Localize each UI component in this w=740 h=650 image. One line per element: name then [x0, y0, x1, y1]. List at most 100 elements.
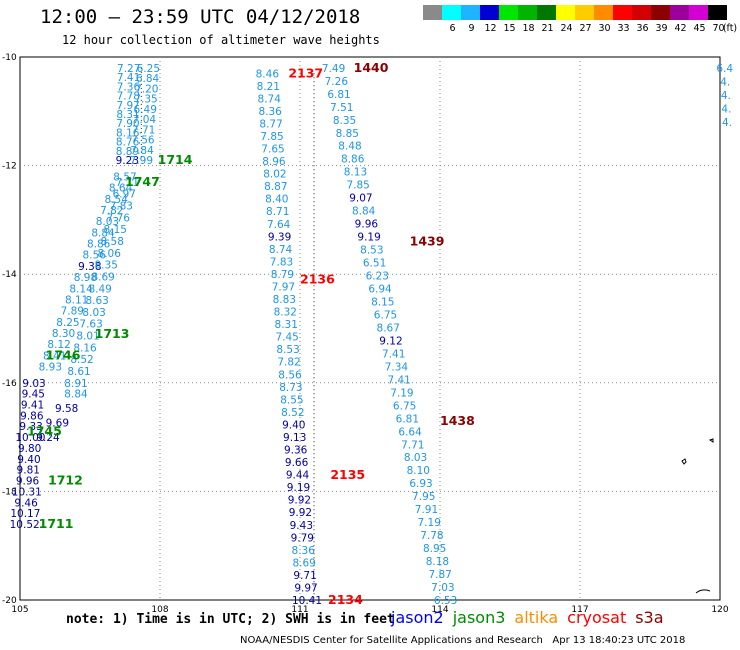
credit-line: NOAA/NESDIS Center for Satellite Applica… — [240, 635, 686, 646]
swh-value: 9.12 — [379, 335, 402, 347]
swh-value: 7.82 — [100, 205, 123, 217]
swh-value: 7.64 — [267, 219, 291, 231]
swh-value: 8.52 — [70, 354, 93, 366]
map-title: 12:00 — 23:59 UTC 04/12/2018 — [40, 6, 361, 28]
swh-value: 8.96 — [262, 156, 286, 168]
legend-label: 21 — [541, 23, 554, 34]
swh-value: 8.36 — [292, 545, 316, 557]
swh-value: 8.35 — [333, 115, 356, 127]
swh-value: 8.10 — [407, 465, 430, 477]
swh-value: 9.43 — [290, 520, 313, 532]
graticule — [20, 57, 720, 600]
swh-value: 9.86 — [20, 410, 44, 422]
swh-value: 8.76 — [116, 137, 140, 149]
swh-value: 8.16 — [73, 342, 97, 354]
swh-value: 7.56 — [131, 135, 155, 147]
swh-value: 8.93 — [39, 362, 62, 374]
swh-value: 8.87 — [264, 181, 287, 193]
swh-value: 6.94 — [368, 284, 392, 296]
swh-value: 8.15 — [371, 296, 394, 308]
swh-value: 7.03 — [431, 582, 454, 594]
swh-value: 8.95 — [423, 543, 446, 555]
lat-tick-label: -14 — [2, 270, 17, 280]
swh-value: 8.03 — [96, 216, 119, 228]
swh-value: 8.61 — [67, 366, 90, 378]
legend-swatch — [708, 5, 727, 20]
swh-value: 4. — [721, 104, 731, 116]
legend-label: 12 — [484, 23, 497, 34]
legend-swatch — [499, 5, 518, 20]
track-time-labels: 1440 2137 1714 1747 1439 2136 1713 1746 1745 1438… — [27, 60, 475, 607]
swh-value: 7.49 — [322, 63, 345, 75]
legend-label: 36 — [636, 23, 649, 34]
swh-value: 8.69 — [292, 557, 315, 569]
pass-time-label: 2137 — [288, 65, 323, 80]
swh-value: 8.21 — [257, 81, 280, 93]
swh-value: 10.17 — [10, 508, 40, 520]
legend-swatch — [632, 5, 651, 20]
swh-value: 9.19 — [287, 482, 310, 494]
swh-value: 9.81 — [17, 465, 40, 477]
swh-value: 7.41 — [382, 348, 405, 360]
s3a-track: 7.497.266.817.518.358.858.488.868.137.85… — [322, 63, 457, 607]
swh-value: 7.20 — [135, 83, 158, 95]
jason3-track-c: 8.578.648.547.828.038.848.868.569.388.98… — [39, 171, 137, 373]
swh-value: 9.19 — [357, 232, 380, 244]
legend-swatch — [442, 5, 461, 20]
cryosat-track: 8.468.218.748.368.777.857.658.968.028.87… — [256, 68, 322, 607]
lat-tick-label: -18 — [2, 487, 17, 497]
swh-value: 9.71 — [293, 570, 316, 582]
swh-value: 7.71 — [116, 177, 139, 189]
swh-value: 9.79 — [291, 532, 314, 544]
lon-tick-label: 114 — [431, 605, 448, 615]
swh-value: 8.77 — [259, 118, 282, 130]
swh-value: 7.78 — [117, 91, 140, 103]
legend-label: 42 — [674, 23, 687, 34]
pass-time-label: 1746 — [46, 348, 81, 363]
legend-swatch — [594, 5, 613, 20]
swh-value: 8.03 — [404, 452, 427, 464]
swh-value: 6.51 — [363, 258, 386, 270]
swh-value: 8.86 — [341, 154, 365, 166]
swh-value: 8.31 — [275, 319, 298, 331]
legend-unit: (ft) — [722, 23, 738, 34]
swh-value: 6.97 — [113, 189, 136, 201]
swh-value: 9.69 — [46, 418, 69, 430]
swh-value: 9.44 — [286, 470, 310, 482]
swh-value: 7.91 — [415, 504, 438, 516]
legend-label: 6 — [449, 23, 456, 34]
swh-value: 7.63 — [79, 319, 102, 331]
swh-value: 8.06 — [98, 248, 122, 260]
legend-swatch — [480, 5, 499, 20]
swh-value: 8.46 — [256, 68, 280, 80]
swh-value: 6.4 — [716, 63, 733, 75]
swh-value: 8.83 — [273, 294, 296, 306]
swh-value: 8.56 — [83, 250, 107, 262]
swh-value: 7.34 — [385, 361, 409, 373]
swh-value: 10.52 — [10, 519, 40, 531]
island-outline — [695, 589, 711, 594]
swh-value: 8.12 — [47, 339, 70, 351]
swh-value: 8.74 — [269, 244, 293, 256]
satellite-name: cryosat — [567, 608, 627, 627]
island-coastlines — [681, 438, 714, 594]
legend-swatch — [461, 5, 480, 20]
pass-time-label: 1745 — [27, 424, 62, 439]
pass-time-label: 1438 — [440, 413, 475, 428]
swh-value: 8.73 — [279, 382, 302, 394]
jason3-track-a: 7.277.417.367.787.978.317.908.168.768.89… — [116, 63, 142, 167]
legend-label: 33 — [617, 23, 630, 34]
swh-value: 8.63 — [85, 295, 108, 307]
swh-value: 8.31 — [116, 109, 139, 121]
pass-time-label: 2134 — [328, 592, 363, 607]
swh-value: 6.75 — [374, 309, 397, 321]
jason3-track-d: 7.716.977.837.768.158.588.068.358.698.49… — [64, 177, 139, 390]
swh-value: 8.91 — [64, 378, 87, 390]
legend-label: 30 — [598, 23, 611, 34]
lon-tick-label: 117 — [571, 605, 588, 615]
legend-swatch — [556, 5, 575, 20]
swh-value: 8.30 — [52, 328, 75, 340]
swh-value: 7.36 — [117, 81, 141, 93]
swh-value: 7.41 — [117, 72, 140, 84]
swh-value: 9.24 — [36, 432, 60, 444]
